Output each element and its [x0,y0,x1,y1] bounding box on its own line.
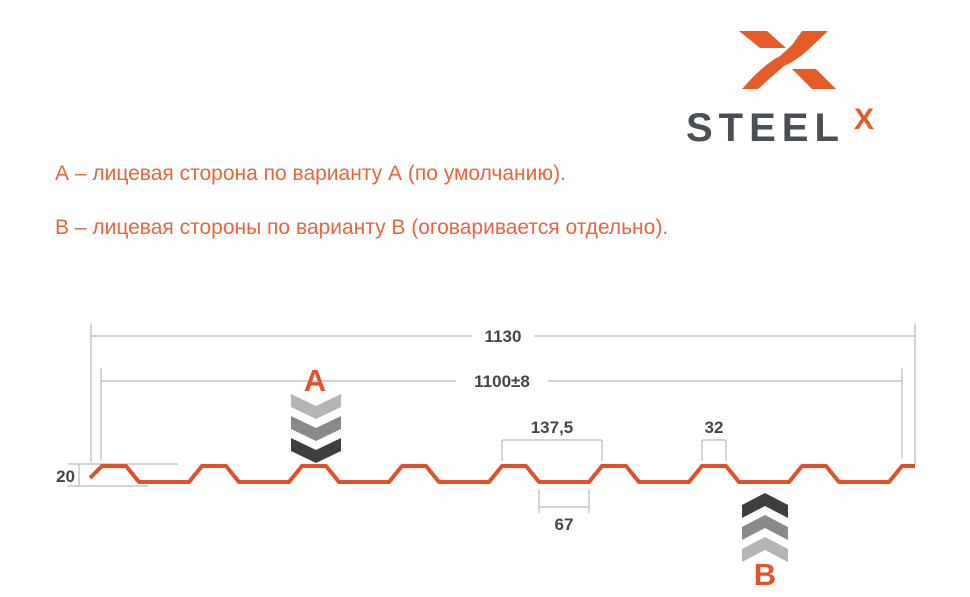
dim-rib-top-value: 32 [705,418,724,437]
note-variant-b: В – лицевая стороны по варианту В (огова… [55,216,669,239]
logo-wordmark: STEEL X [686,103,906,150]
dim-cover-width-value: 1100±8 [474,372,530,391]
dim-height-value: 20 [56,467,75,486]
dim-rib-pitch-value: 137,5 [531,418,574,437]
chevron-up-icon [742,537,788,562]
chevron-down-icon [291,438,341,463]
side-a-label: А [304,363,326,398]
dim-groove-value: 67 [555,515,574,534]
profile-sheet-outline [88,464,915,484]
dim-cover-width: 1100±8 [100,368,903,460]
chevron-up-icon [742,515,788,540]
chevron-down-icon [291,394,341,419]
logo-brand-text: STEEL [686,106,845,150]
dim-rib-pitch: 137,5 [501,418,603,461]
logo-top-left-arm [739,31,786,48]
logo-x-icon [739,31,836,89]
note-variant-a: А – лицевая сторона по варианту А (по ум… [55,162,566,185]
dim-rib-top: 32 [701,418,727,461]
dim-groove: 67 [538,489,590,534]
dim-total-width: 1130 [90,324,916,464]
logo-bottom-right-arm [792,69,836,89]
side-b-marker: В [742,493,788,592]
chevron-up-icon [742,493,788,518]
logo-s-stroke [742,31,828,89]
chevron-down-icon [291,416,341,441]
side-b-label: В [754,557,776,592]
dim-total-width-value: 1130 [485,327,522,346]
side-a-marker: А [291,363,341,463]
logo-brand-x: X [854,103,875,136]
